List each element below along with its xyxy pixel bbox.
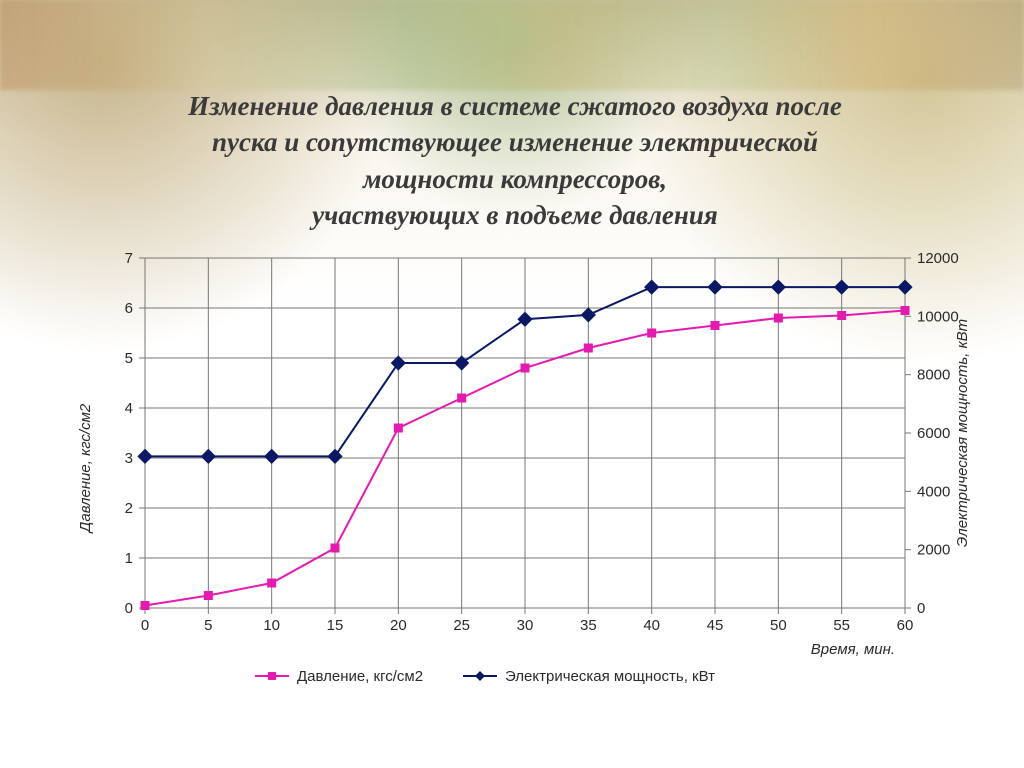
svg-text:30: 30 [517,617,534,634]
svg-text:20: 20 [390,617,407,634]
svg-text:Время, мин.: Время, мин. [811,641,895,658]
svg-text:Электрическая мощность, кВт: Электрическая мощность, кВт [505,668,715,685]
svg-text:50: 50 [770,617,787,634]
svg-text:4: 4 [125,400,133,417]
svg-text:10: 10 [263,617,280,634]
chart-container: 0510152025303540455055600123456702000400… [60,248,970,748]
svg-text:6000: 6000 [917,425,950,442]
svg-text:45: 45 [707,617,724,634]
chart-svg: 0510152025303540455055600123456702000400… [60,248,970,748]
svg-text:8000: 8000 [917,367,950,384]
slide-background: Изменение давления в системе сжатого воз… [0,0,1024,768]
title-line-1: Изменение давления в системе сжатого воз… [95,88,935,124]
svg-text:Электрическая мощность, кВт: Электрическая мощность, кВт [954,319,970,547]
slide-title: Изменение давления в системе сжатого воз… [95,88,935,234]
svg-text:2: 2 [125,500,133,517]
svg-text:25: 25 [453,617,470,634]
svg-text:4000: 4000 [917,483,950,500]
title-line-4: участвующих в подъеме давления [95,197,935,233]
svg-text:3: 3 [125,450,133,467]
svg-text:10000: 10000 [917,308,959,325]
svg-text:35: 35 [580,617,597,634]
title-line-2: пуска и сопутствующее изменение электрич… [95,124,935,160]
svg-text:2000: 2000 [917,542,950,559]
svg-text:0: 0 [125,600,133,617]
svg-text:12000: 12000 [917,250,959,267]
title-line-3: мощности компрессоров, [95,161,935,197]
svg-text:40: 40 [643,617,660,634]
svg-text:6: 6 [125,300,133,317]
svg-text:Давление, кгс/см2: Давление, кгс/см2 [77,403,94,534]
svg-text:5: 5 [204,617,212,634]
svg-text:0: 0 [141,617,149,634]
svg-text:5: 5 [125,350,133,367]
svg-text:7: 7 [125,250,133,267]
svg-text:60: 60 [897,617,914,634]
svg-text:55: 55 [833,617,850,634]
svg-text:15: 15 [327,617,344,634]
svg-text:0: 0 [917,600,925,617]
decorative-top-band [0,0,1024,90]
svg-text:1: 1 [125,550,133,567]
svg-text:Давление, кгс/см2: Давление, кгс/см2 [297,668,423,685]
